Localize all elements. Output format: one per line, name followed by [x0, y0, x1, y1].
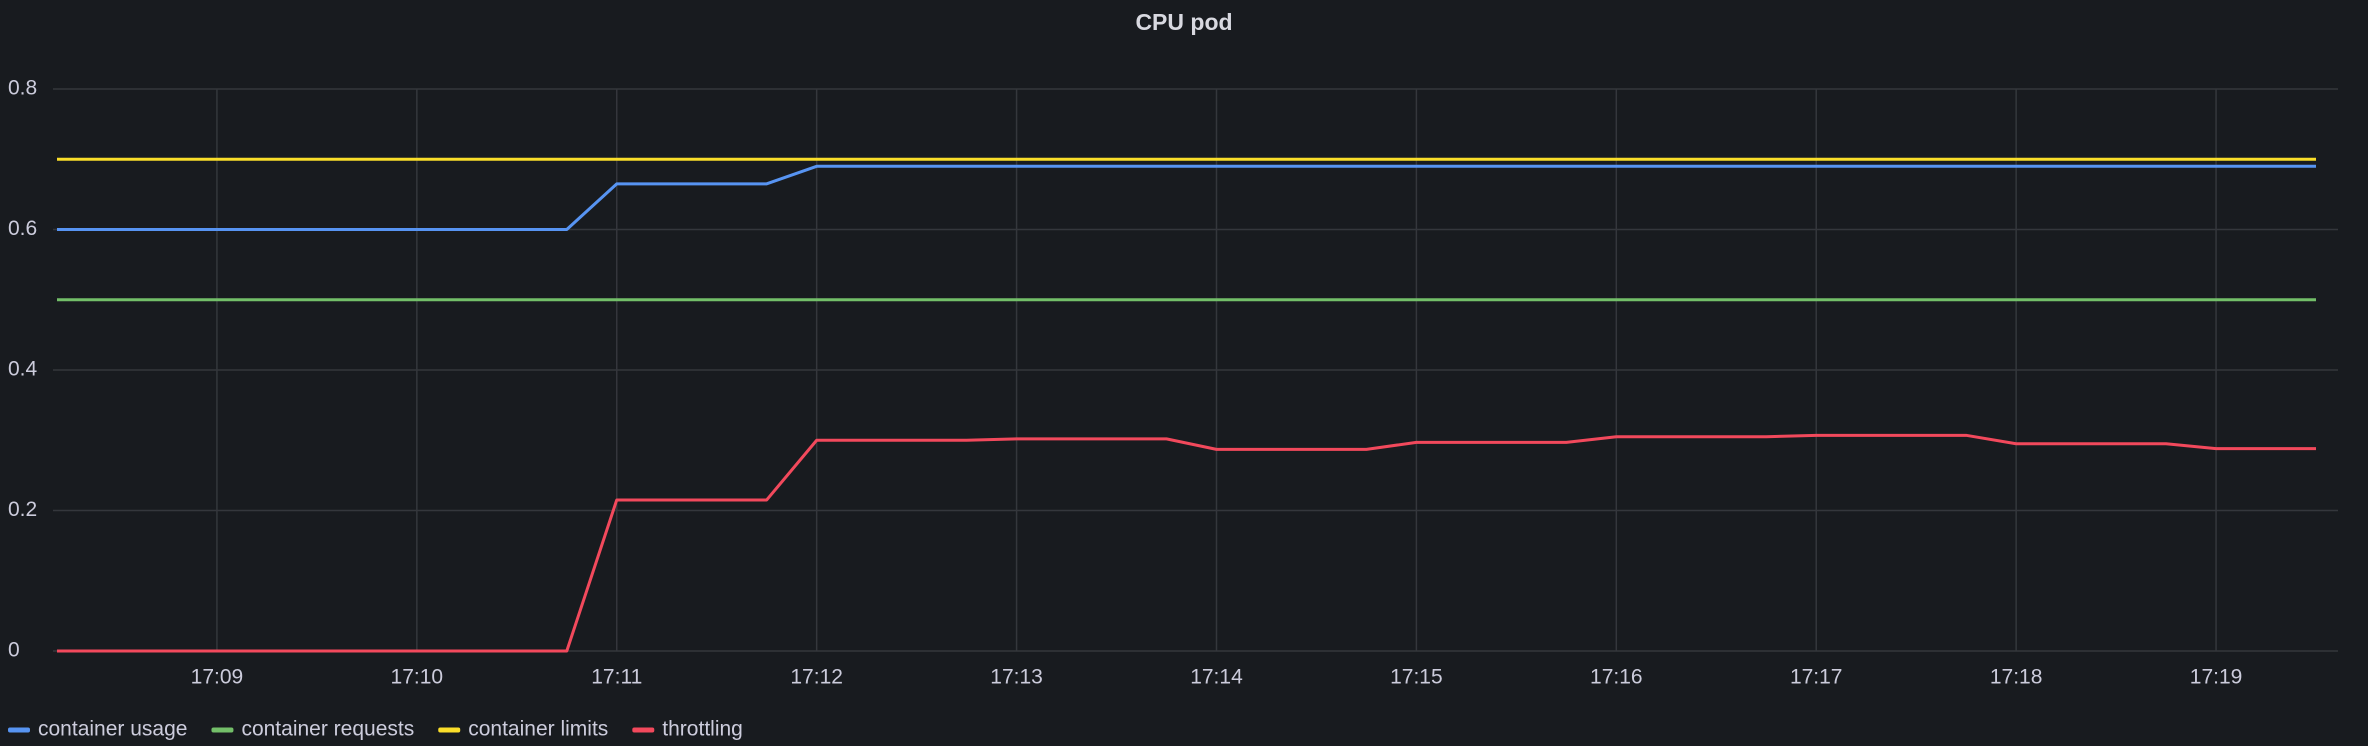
series-line — [57, 164, 2317, 231]
legend-swatch — [632, 727, 655, 733]
x-tick-label: 17:18 — [1990, 666, 2043, 689]
y-tick-label: 0 — [8, 639, 20, 662]
x-tick-label: 17:11 — [591, 666, 642, 689]
legend-label: container usage — [38, 718, 187, 741]
x-tick-label: 17:09 — [191, 666, 244, 689]
legend-swatch — [8, 727, 30, 733]
x-tick-label: 17:10 — [391, 666, 444, 689]
y-tick-label: 0.8 — [8, 77, 37, 100]
x-tick-label: 17:17 — [1790, 666, 1843, 689]
series-line — [57, 433, 2317, 653]
legend-label: container requests — [241, 718, 414, 741]
x-tick-label: 17:14 — [1190, 666, 1243, 689]
x-tick-label: 17:13 — [990, 666, 1043, 689]
legend-swatch — [211, 727, 234, 733]
x-tick-label: 17:19 — [2190, 666, 2243, 689]
legend-label: throttling — [662, 718, 743, 741]
x-tick-label: 17:16 — [1590, 666, 1643, 689]
y-tick-label: 0.6 — [8, 217, 37, 240]
x-tick-label: 17:15 — [1390, 666, 1443, 689]
y-tick-label: 0.2 — [8, 498, 37, 521]
chart-title: CPU pod — [1135, 9, 1232, 35]
legend-label: container limits — [468, 718, 608, 741]
legend-swatch — [438, 727, 461, 733]
y-tick-label: 0.4 — [8, 358, 38, 381]
x-tick-label: 17:12 — [790, 666, 843, 689]
